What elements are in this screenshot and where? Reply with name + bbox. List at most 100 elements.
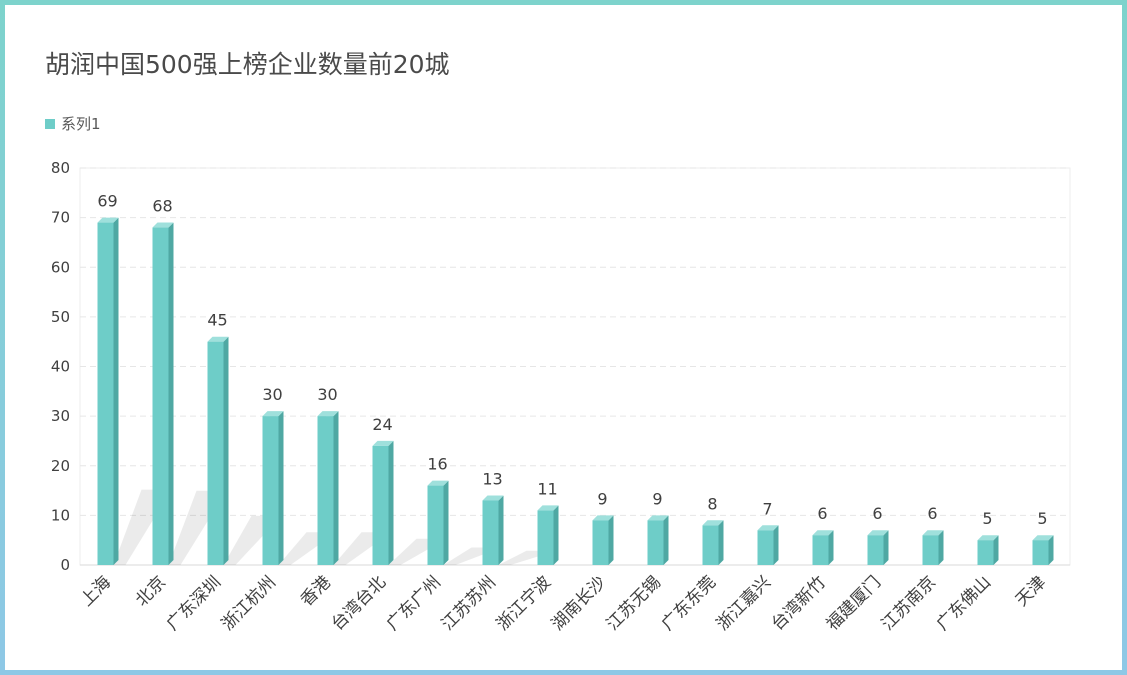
bar-top [317,411,339,417]
bar-group [922,530,944,565]
y-tick-label: 50 [51,308,70,326]
bar [867,535,884,565]
data-label: 69 [97,192,117,211]
data-label: 45 [207,311,227,330]
y-tick-label: 10 [51,506,70,524]
bar [702,525,719,565]
x-tick-label: 浙江嘉兴 [713,572,775,634]
x-tick-label: 江苏南京 [878,572,940,634]
y-tick-label: 20 [51,457,70,475]
data-label: 7 [762,499,772,518]
data-label: 11 [537,479,557,498]
x-tick-label: 浙江宁波 [493,572,555,634]
bar [372,445,389,565]
y-tick-label: 0 [60,556,70,574]
bar-side [663,515,669,565]
bar-top [262,411,284,417]
chart-title: 胡润中国500强上榜企业数量前20城 [45,50,450,79]
y-tick-label: 40 [51,358,70,376]
bar-group [1032,535,1054,565]
bar-side [553,505,559,565]
bar [1032,540,1049,565]
bar-side [168,222,174,566]
bar-side [828,530,834,565]
bar-top [757,525,779,531]
data-label: 13 [482,469,502,488]
bar-side [278,411,284,565]
data-label: 6 [927,504,937,523]
x-tick-label: 江苏无锡 [603,572,665,634]
bar [812,535,829,565]
data-label: 9 [652,489,662,508]
bar-top [97,217,119,223]
y-tick-label: 60 [51,258,70,276]
bar-top [867,530,889,536]
x-tick-label: 福建厦门 [823,572,885,634]
bar-top [152,222,174,228]
x-tick-label: 广东深圳 [163,572,225,634]
bar-top [922,530,944,536]
x-tick-label: 台湾新竹 [768,572,830,634]
bar-top [977,535,999,541]
x-tick-label: 江苏苏州 [438,572,500,634]
bar [977,540,994,565]
bar-group [977,535,999,565]
data-label: 24 [372,415,392,434]
bar-group [427,480,502,565]
x-tick-label: 上海 [77,572,115,610]
bar [262,416,279,565]
bar-group [702,520,724,565]
bar-side [718,520,724,565]
data-label: 8 [707,494,717,513]
bar-side [223,336,229,565]
bar-top [702,520,724,526]
bar-group [757,525,779,565]
bar-top [647,515,669,521]
data-label: 30 [317,385,337,404]
bar-top [537,505,559,511]
y-tick-label: 70 [51,209,70,227]
x-tick-label: 浙江杭州 [218,572,280,634]
legend-swatch [45,118,55,129]
bar-top [1032,535,1054,541]
bar [97,222,114,565]
bar-top [482,495,504,501]
data-label: 6 [872,504,882,523]
bar-side [333,411,339,565]
data-label: 68 [152,197,172,216]
data-label: 6 [817,504,827,523]
bar-top [427,480,449,486]
bar-side [938,530,944,565]
bar [152,227,169,566]
bar-side [608,515,614,565]
bar [207,341,224,565]
bar-side [1048,535,1054,565]
bar-group [537,505,559,565]
x-tick-label: 天津 [1012,572,1050,610]
bar-side [993,535,999,565]
data-label: 9 [597,489,607,508]
bar-side [498,495,504,565]
bar-top [207,336,229,342]
data-label: 16 [427,455,447,474]
bar-top [592,515,614,521]
bar-side [388,440,394,565]
bar [317,416,334,565]
bar-top [372,440,394,446]
bar [482,500,499,565]
bar-group [812,530,834,565]
bar [537,510,554,565]
x-tick-label: 香港 [297,572,335,610]
bar-side [443,480,449,565]
bar [922,535,939,565]
x-tick-label: 广东佛山 [933,572,995,634]
bar-group [647,515,669,565]
bar [427,485,444,565]
bar-side [773,525,779,565]
x-tick-label: 广东东莞 [658,572,720,634]
data-label: 5 [1037,509,1047,528]
y-tick-label: 80 [51,159,70,177]
legend-label: 系列1 [61,115,101,133]
